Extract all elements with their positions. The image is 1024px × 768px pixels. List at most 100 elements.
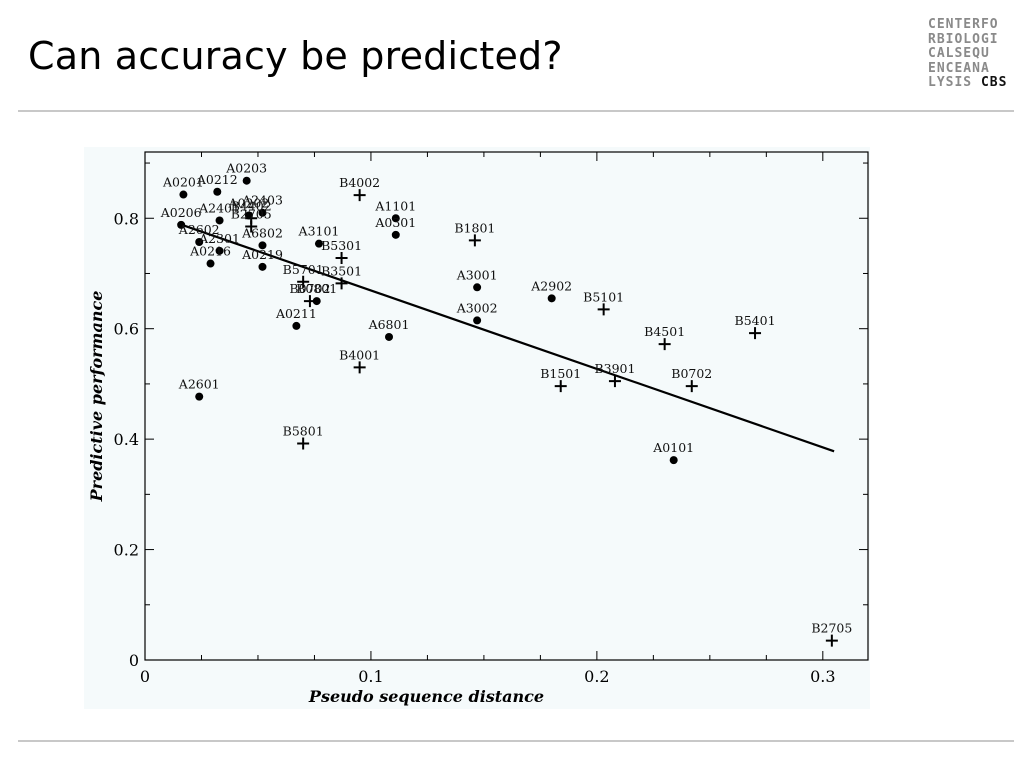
y-tick-label: 0.4 [114, 430, 139, 449]
data-point-plus [297, 437, 310, 450]
data-point-label: B5101 [583, 289, 624, 304]
data-point-plus [303, 295, 316, 308]
data-point-label: B4001 [339, 347, 380, 362]
data-point-label: A0201 [162, 175, 204, 190]
data-point-circle [195, 238, 204, 247]
data-point-plus [685, 380, 698, 393]
data-point-label: B1801 [454, 220, 495, 235]
y-tick-label: 0.8 [114, 209, 139, 228]
data-point-circle [473, 316, 482, 325]
title-divider [18, 110, 1014, 112]
data-point-label: B4002 [339, 175, 380, 190]
data-point-plus [658, 338, 671, 351]
data-point-label: A2401 [198, 200, 240, 215]
data-point-label: A3002 [456, 300, 498, 315]
data-point-label: B5701 [283, 262, 324, 277]
data-point-circle [312, 297, 321, 306]
data-point-circle [213, 187, 222, 196]
y-tick-label: 0.2 [114, 541, 139, 560]
data-point-circle [258, 208, 267, 217]
data-point-circle [177, 220, 186, 229]
data-point-circle [195, 392, 204, 401]
cbs-logo: CENTERFO RBIOLOGI CALSEQU ENCEANA LYSIS … [928, 17, 1008, 91]
data-point-circle [669, 456, 678, 465]
logo-line: CENTERFO [928, 17, 999, 32]
x-tick-label: 0 [140, 667, 150, 686]
data-point-circle [258, 241, 267, 250]
data-point-label: A2902 [530, 278, 572, 293]
data-point-label: B0702 [289, 281, 330, 296]
data-point-label: B4501 [644, 324, 685, 339]
logo-line: ENCEANA [928, 60, 990, 76]
data-point-circle [215, 246, 224, 255]
data-point-label: B2705 [811, 621, 852, 636]
data-point-label: A3001 [456, 267, 498, 282]
data-point-label: A2403 [241, 193, 283, 208]
data-point-label: B3901 [594, 361, 635, 376]
data-point-label: B0702 [671, 366, 712, 381]
data-point-circle [258, 262, 267, 271]
logo-line: RBIOLOGI [928, 31, 999, 47]
data-point-plus [353, 189, 366, 202]
data-point-label: A0203 [225, 161, 267, 176]
data-point-label: A0206 [160, 205, 202, 220]
y-tick-label: 0 [129, 651, 139, 670]
data-point-plus [245, 220, 258, 233]
data-point-label: B1501 [540, 366, 581, 381]
scatter-chart: 0 0.1 0.2 0.3 0 0.2 0.4 0.6 0.8 Pseudo sequence d… [87, 151, 869, 706]
data-point-circle [391, 214, 400, 223]
data-point-circle [215, 216, 224, 225]
data-point-plus [608, 375, 621, 388]
slide-title: Can accuracy be predicted? [28, 34, 563, 78]
regression-line [178, 222, 835, 453]
logo-accent: CBS [980, 75, 1008, 90]
data-point-circle [385, 332, 394, 341]
data-point-circle [314, 239, 323, 248]
logo-line-text: LYSIS [928, 75, 973, 90]
data-point-plus [554, 380, 567, 393]
data-point-circle [179, 190, 188, 199]
data-point-plus [335, 277, 348, 290]
data-point-label: A3101 [298, 224, 340, 239]
x-axis-label: Pseudo sequence distance [308, 687, 544, 706]
data-point-circle [473, 283, 482, 292]
plot-frame [144, 151, 869, 661]
data-point-plus [825, 634, 838, 647]
data-point-label: B3501 [321, 263, 362, 278]
data-point-label: B5401 [735, 313, 776, 328]
data-point-label: B4402 [231, 198, 272, 213]
y-tick-label: 0.6 [114, 320, 139, 339]
data-point-circle [206, 259, 215, 268]
y-axis-label: Predictive performance [87, 291, 106, 503]
data-point-plus [297, 275, 310, 288]
data-point-plus [353, 361, 366, 374]
data-point-label: A6801 [368, 317, 410, 332]
x-tick-label: 0.3 [810, 667, 835, 686]
data-point-plus [749, 327, 762, 340]
data-point-label: A1101 [374, 198, 416, 213]
data-point-label: A0211 [275, 306, 317, 321]
data-point-label: A0212 [196, 172, 238, 187]
logo-line: LYSIS CBS [928, 75, 1008, 91]
data-point-label: A0101 [652, 440, 694, 455]
data-point-circle [391, 230, 400, 239]
data-point-label: A6802 [241, 225, 283, 240]
data-point-label: A2601 [178, 377, 220, 392]
x-tick-label: 0.2 [584, 667, 609, 686]
data-point-label: B0801 [296, 281, 337, 296]
footer-divider [18, 740, 1014, 742]
data-point-label: A2301 [198, 231, 240, 246]
data-point-circle [242, 176, 251, 185]
data-point-label: A0219 [241, 247, 283, 262]
data-point-plus [335, 252, 348, 265]
logo-line: CALSEQU [928, 46, 990, 61]
data-point-plus [468, 234, 481, 247]
chart-panel: 0 0.1 0.2 0.3 0 0.2 0.4 0.6 0.8 Pseudo sequence d… [84, 147, 870, 709]
data-point-label: A0301 [374, 215, 416, 230]
data-point-label: B5301 [321, 238, 362, 253]
data-point-circle [292, 321, 301, 330]
data-point-label: B5801 [283, 424, 324, 439]
data-point-label: B2705 [231, 207, 272, 222]
x-tick-label: 0.1 [358, 667, 383, 686]
data-point-label: A0216 [189, 244, 231, 259]
